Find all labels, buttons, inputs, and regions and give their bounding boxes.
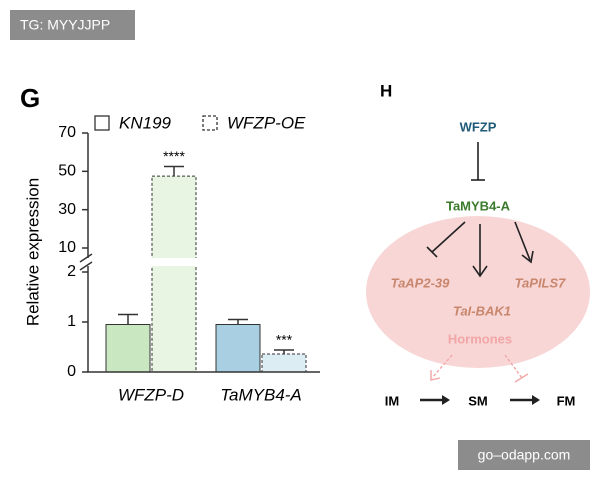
y-axis-label: Relative expression (23, 178, 42, 326)
node: TaMYB4-A (446, 198, 511, 213)
node: WFZP (460, 119, 497, 134)
legend-label: WFZP-OE (227, 113, 306, 132)
significance: *** (276, 332, 293, 348)
arrow (430, 370, 441, 381)
bar (105, 324, 151, 373)
arrow (532, 395, 540, 405)
axis-break-gap (78, 258, 320, 266)
watermark: TG: MYYJJPP (20, 17, 110, 33)
node: FM (557, 393, 576, 408)
y-tick-label: 1 (67, 313, 76, 330)
error-bar (164, 165, 184, 177)
axis-break-mark (79, 253, 93, 271)
ellipse (366, 216, 590, 368)
arrow (426, 246, 438, 258)
error-bar (118, 313, 138, 325)
watermark-box (10, 10, 135, 40)
legend-swatch (94, 115, 110, 131)
bar (151, 175, 197, 373)
bar (215, 324, 261, 373)
arrow (472, 265, 488, 278)
y-tick-label: 2 (67, 263, 76, 280)
arrow (431, 354, 453, 379)
x-tick-label: WFZP-D (118, 385, 184, 404)
legend-label: KN199 (119, 113, 172, 132)
arrow (514, 373, 529, 383)
arrow (514, 221, 531, 261)
panel-label: H (380, 81, 392, 100)
y-tick-label: 10 (58, 239, 76, 256)
node: Hormones (448, 331, 512, 346)
legend-swatch (202, 115, 218, 131)
significance: **** (163, 148, 185, 164)
node: SM (468, 393, 488, 408)
y-tick-label: 30 (58, 201, 76, 218)
watermark-box (458, 440, 590, 470)
node: TaAP2-39 (391, 275, 451, 290)
bar (261, 353, 307, 373)
panel-label: G (20, 83, 40, 113)
arrow (431, 221, 466, 253)
y-tick-label: 0 (67, 363, 76, 380)
y-tick-label: 50 (58, 163, 76, 180)
x-tick-label: TaMYB4-A (220, 385, 302, 404)
node: TaPILS7 (515, 275, 567, 290)
error-bar (228, 318, 248, 325)
arrow (442, 395, 450, 405)
diagram: H WFZP TaMYB4-A TaAP2-39 TaI-BAK1 TaPILS… (366, 81, 590, 408)
error-bar (274, 349, 294, 354)
y-tick-label: 70 (58, 124, 76, 141)
watermark: go–odapp.com (478, 447, 571, 463)
node: TaI-BAK1 (453, 303, 511, 318)
arrow (521, 250, 534, 264)
node: IM (385, 393, 399, 408)
